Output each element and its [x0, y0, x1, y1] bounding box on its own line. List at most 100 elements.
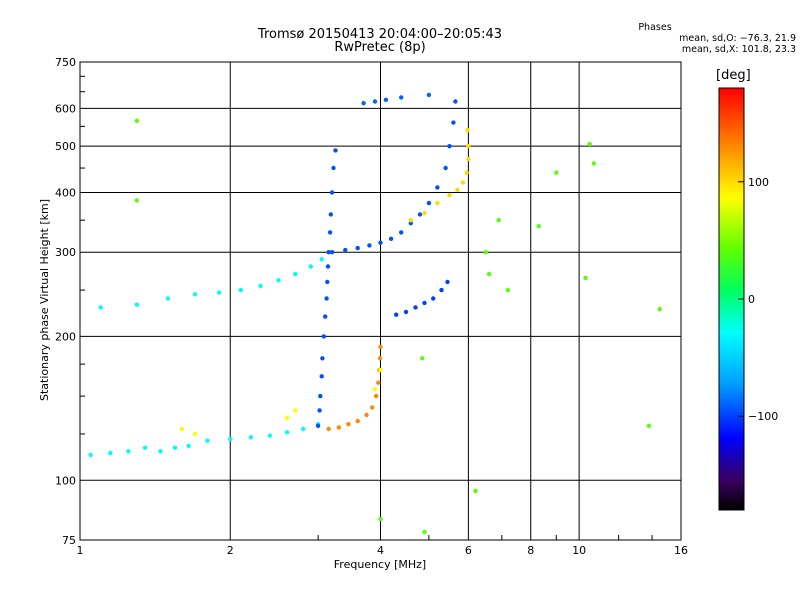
echo-point [426, 92, 432, 98]
echo-point [134, 198, 140, 203]
y-tick-label: 100 [55, 474, 76, 487]
echo-point [439, 287, 444, 293]
echo-point [355, 245, 360, 251]
echo-point [98, 305, 103, 310]
echo-point [333, 148, 338, 153]
echo-point [325, 264, 331, 269]
y-tick-label: 75 [62, 534, 76, 547]
x-axis-label: Frequency [MHz] [334, 558, 426, 571]
phases-o-mode: mean, sd,O: −76.3, 21.9 [679, 33, 796, 44]
echo-point [258, 283, 263, 289]
series [179, 367, 383, 437]
echo-point [301, 426, 306, 432]
echo-point [329, 190, 335, 195]
echo-point [331, 165, 336, 171]
echo-point [536, 224, 541, 229]
series [98, 257, 324, 310]
x-tick-labels: 1 2 4 6 8 10 16 [77, 544, 689, 557]
echo-point [420, 356, 425, 361]
series [329, 99, 458, 255]
chart-subtitle: RwPretec (8p) [334, 40, 426, 55]
x-tick-label: 2 [227, 544, 234, 557]
echo-point [343, 247, 348, 253]
echo-point [293, 271, 298, 277]
x-tick-label: 4 [377, 544, 384, 557]
echo-point [413, 305, 418, 310]
echo-point [378, 367, 383, 373]
echo-point [126, 449, 131, 454]
plot-grid [79, 61, 682, 541]
echo-point [373, 393, 379, 399]
echo-point [455, 187, 460, 193]
echo-point [403, 309, 409, 315]
echo-point [372, 99, 378, 104]
chart-title: Tromsø 20150413 20:04:00–20:05:43 [257, 27, 503, 42]
echo-point [267, 433, 272, 438]
x-tick-label: 8 [527, 544, 534, 557]
echo-point [172, 445, 178, 450]
echo-point [326, 250, 331, 255]
y-tick-labels: 75 100 200 300 400 500 600 750 [55, 56, 76, 547]
echo-point [486, 271, 492, 277]
echo-point [460, 180, 466, 185]
phases-heading: Phases [638, 22, 672, 33]
echo-points [88, 92, 662, 535]
echo-point [431, 296, 436, 301]
colorbar-unit-label: [deg] [716, 68, 751, 83]
echo-point [554, 170, 559, 175]
y-tick-label: 500 [55, 140, 76, 153]
echo-point [399, 230, 404, 235]
echo-point [376, 380, 381, 385]
echo-point [466, 144, 471, 149]
series [315, 148, 338, 428]
echo-point [329, 250, 335, 255]
echo-point [326, 426, 331, 432]
echo-point [192, 292, 198, 297]
echo-point [327, 230, 333, 235]
echo-point [293, 408, 298, 413]
x-tick-label: 6 [465, 544, 472, 557]
echo-point [443, 165, 448, 171]
echo-point [422, 211, 427, 216]
echo-point [308, 264, 313, 269]
y-tick-label: 300 [55, 246, 76, 259]
colorbar-tick-label: 0 [748, 293, 755, 306]
series [88, 422, 321, 458]
echo-point [276, 278, 281, 283]
echo-point [496, 218, 501, 223]
echo-point [378, 344, 383, 350]
series [394, 279, 450, 317]
echo-point [158, 449, 163, 454]
echo-point [378, 516, 383, 522]
echo-point [320, 356, 325, 361]
phases-x-mode: mean, sd,X: 101.8, 23.3 [681, 44, 796, 55]
echo-point [367, 243, 372, 248]
echo-point [355, 418, 360, 424]
echo-point [318, 393, 323, 399]
echo-point [284, 415, 290, 421]
echo-point [377, 356, 383, 361]
echo-point [315, 423, 321, 428]
echo-point [445, 279, 450, 285]
echo-point [426, 200, 432, 206]
echo-point [238, 287, 243, 293]
echo-point [319, 257, 324, 262]
echo-point [192, 431, 198, 437]
echo-point [324, 296, 329, 301]
echo-point [451, 120, 456, 125]
echo-point [388, 236, 394, 241]
echo-point [646, 423, 652, 428]
echo-point [142, 445, 148, 450]
echo-point [328, 212, 333, 217]
echo-point [321, 334, 326, 339]
y-tick-label: 400 [55, 186, 76, 199]
echo-point [248, 435, 254, 440]
x-tick-label: 1 [77, 544, 84, 557]
colorbar-ticks: 100 0 −100 [738, 176, 778, 423]
echo-point [284, 430, 290, 435]
echo-point [364, 412, 369, 418]
echo-point [179, 426, 185, 432]
colorbar-tick-label: −100 [748, 410, 778, 423]
echo-point [435, 200, 440, 206]
